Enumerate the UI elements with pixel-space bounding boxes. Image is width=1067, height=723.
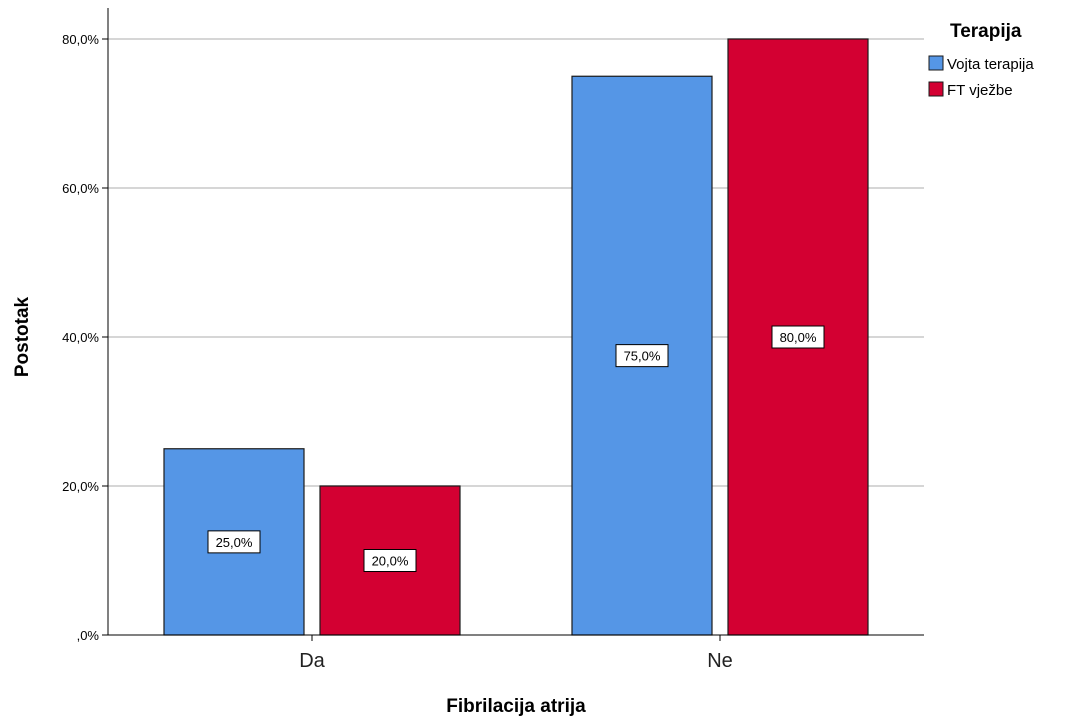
x-category-label: Ne — [707, 650, 733, 672]
y-tick-label: 80,0% — [62, 32, 99, 47]
bars — [163, 38, 869, 636]
axes — [107, 8, 924, 636]
legend-swatch — [928, 55, 944, 71]
data-label: 80,0% — [780, 330, 817, 345]
legend-label: Vojta terapija — [947, 56, 1034, 73]
y-tick-label: ,0% — [77, 628, 100, 643]
x-axis-title: Fibrilacija atrija — [446, 696, 586, 717]
y-tick-label: 40,0% — [62, 330, 99, 345]
legend: Terapija Vojta terapija FT vježbe — [928, 21, 1034, 99]
data-label: 25,0% — [216, 535, 253, 550]
data-label-box — [363, 549, 417, 572]
legend-swatch — [928, 81, 944, 97]
data-labels: 25,0% 20,0% 75,0% 80,0% — [207, 325, 825, 572]
legend-label: FT vježbe — [947, 82, 1013, 99]
data-label-box — [771, 325, 825, 349]
data-label-box — [207, 530, 261, 554]
x-category-label: Da — [299, 650, 325, 672]
y-tick-label: 60,0% — [62, 181, 99, 196]
data-label: 75,0% — [624, 349, 661, 364]
data-label-box — [615, 344, 669, 368]
legend-title: Terapija — [950, 21, 1022, 42]
x-category-labels: Da Ne — [299, 635, 733, 672]
y-tick-label: 20,0% — [62, 479, 99, 494]
y-tick-labels: ,0% 20,0% 40,0% 60,0% 80,0% — [62, 32, 108, 643]
data-label: 20,0% — [372, 554, 409, 569]
y-axis-title: Postotak — [12, 296, 33, 377]
